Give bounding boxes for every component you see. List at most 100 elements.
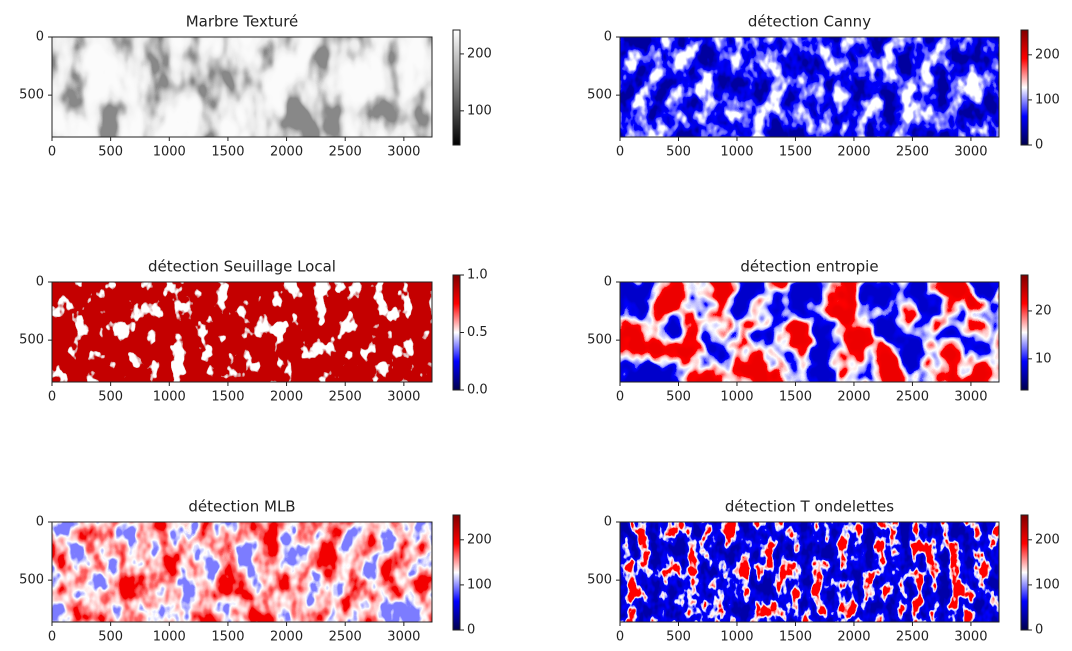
x-tick-label: 0 <box>48 630 56 645</box>
y-tick-label: 500 <box>587 88 612 103</box>
y-tick-label: 500 <box>19 573 44 588</box>
x-tick-label: 2000 <box>837 390 870 405</box>
image <box>52 282 432 382</box>
x-tick-label: 1500 <box>211 145 244 160</box>
colorbar-tick-label: 0.0 <box>467 383 488 398</box>
x-tick-label: 3000 <box>954 390 987 405</box>
x-tick-label: 1000 <box>153 390 186 405</box>
colorbar-tick-label: 100 <box>467 577 492 592</box>
colorbar-frame <box>452 29 461 146</box>
colorbar-tick-label: 200 <box>1035 532 1060 547</box>
colorbar-tick-label: 100 <box>1035 92 1060 107</box>
subplot-title: détection T ondelettes <box>725 498 894 516</box>
x-tick-label: 1500 <box>779 390 812 405</box>
y-tick-label: 500 <box>587 333 612 348</box>
image <box>52 37 432 137</box>
colorbar-tick-label: 0 <box>467 623 475 638</box>
y-tick-label: 0 <box>604 515 612 530</box>
colorbar <box>1021 275 1028 390</box>
y-tick-label: 0 <box>36 515 44 530</box>
axes-frame <box>51 36 433 138</box>
axes-frame <box>619 281 1000 383</box>
colorbar-tick-label: 0.5 <box>467 325 488 340</box>
y-tick-label: 0 <box>604 275 612 290</box>
colorbar-tick-label: 20 <box>1035 303 1052 318</box>
colorbar-tick-label: 100 <box>467 103 492 118</box>
x-tick-label: 2500 <box>896 630 929 645</box>
colorbar <box>1021 30 1028 145</box>
colorbar <box>453 30 460 145</box>
subplot-title: détection Canny <box>748 13 871 31</box>
subplot: détection Seuillage Local 0 500 1000 1500 200… <box>19 258 488 405</box>
x-tick-label: 1000 <box>153 630 186 645</box>
x-tick-label: 1500 <box>211 630 244 645</box>
image <box>620 522 999 622</box>
x-tick-label: 2500 <box>329 145 362 160</box>
colorbar-tick-label: 10 <box>1035 351 1052 366</box>
y-tick-label: 0 <box>36 275 44 290</box>
colorbar-frame <box>452 514 461 631</box>
x-tick-label: 1000 <box>153 145 186 160</box>
colorbar-tick-label: 1.0 <box>467 268 488 283</box>
x-tick-label: 2500 <box>329 630 362 645</box>
x-tick-label: 0 <box>616 630 624 645</box>
x-tick-label: 1000 <box>720 630 753 645</box>
colorbar-tick-label: 100 <box>1035 577 1060 592</box>
colorbar-frame <box>1020 274 1029 391</box>
subplot: détection entropie 0 500 1000 1500 2000 2500 30… <box>587 258 1051 405</box>
y-tick-label: 500 <box>19 333 44 348</box>
x-tick-label: 2000 <box>270 630 303 645</box>
colorbar-tick-label: 200 <box>467 532 492 547</box>
x-tick-label: 3000 <box>954 630 987 645</box>
x-tick-label: 0 <box>48 390 56 405</box>
x-tick-label: 1500 <box>779 630 812 645</box>
colorbar <box>453 275 460 390</box>
y-tick-label: 500 <box>587 573 612 588</box>
colorbar <box>453 515 460 630</box>
x-tick-label: 2000 <box>270 390 303 405</box>
x-tick-label: 1000 <box>720 145 753 160</box>
x-tick-label: 500 <box>98 145 123 160</box>
colorbar-tick-label: 200 <box>467 46 492 61</box>
x-tick-label: 500 <box>98 630 123 645</box>
axes-frame <box>619 36 1000 138</box>
x-tick-label: 3000 <box>387 630 420 645</box>
image <box>620 282 999 382</box>
axes-frame <box>51 281 433 383</box>
x-tick-label: 2500 <box>896 390 929 405</box>
x-tick-label: 3000 <box>387 390 420 405</box>
x-tick-label: 2000 <box>837 145 870 160</box>
subplot-title: détection entropie <box>740 258 878 276</box>
x-tick-label: 0 <box>616 390 624 405</box>
x-tick-label: 500 <box>666 630 691 645</box>
x-tick-label: 2500 <box>896 145 929 160</box>
x-tick-label: 1500 <box>211 390 244 405</box>
x-tick-label: 500 <box>98 390 123 405</box>
x-tick-label: 2000 <box>270 145 303 160</box>
subplot-title: détection MLB <box>188 498 295 516</box>
colorbar <box>1021 515 1028 630</box>
y-tick-label: 0 <box>604 30 612 45</box>
x-tick-label: 1500 <box>779 145 812 160</box>
y-tick-label: 500 <box>19 88 44 103</box>
axes-frame <box>51 521 433 623</box>
colorbar-frame <box>1020 514 1029 631</box>
x-tick-label: 0 <box>616 145 624 160</box>
x-tick-label: 500 <box>666 145 691 160</box>
x-tick-label: 3000 <box>387 145 420 160</box>
subplot: Marbre Texturé 0 500 1000 1500 2000 2500 3000 0 5… <box>19 13 492 160</box>
image <box>620 37 999 137</box>
y-tick-label: 0 <box>36 30 44 45</box>
colorbar-tick-label: 0 <box>1035 138 1043 153</box>
x-tick-label: 500 <box>666 390 691 405</box>
colorbar-tick-label: 200 <box>1035 47 1060 62</box>
x-tick-label: 1000 <box>720 390 753 405</box>
image <box>52 522 432 622</box>
subplot-title: détection Seuillage Local <box>148 258 336 276</box>
colorbar-frame <box>1020 29 1029 146</box>
x-tick-label: 0 <box>48 145 56 160</box>
